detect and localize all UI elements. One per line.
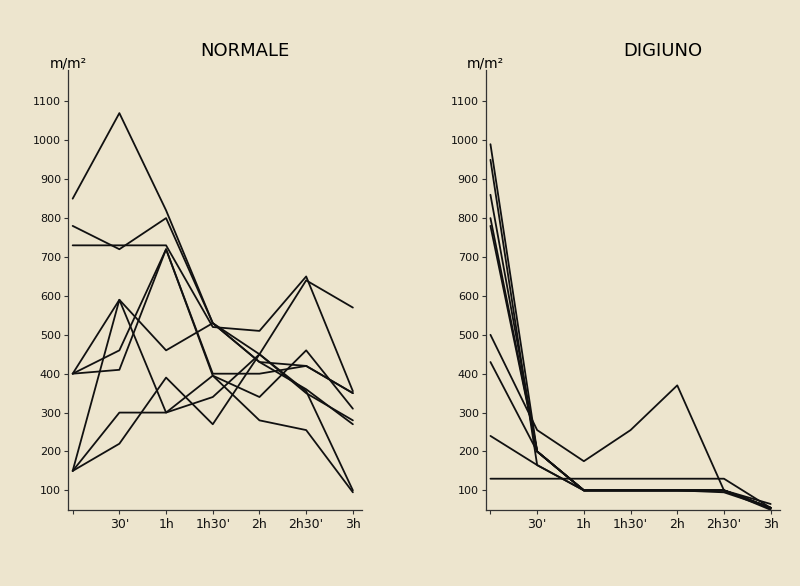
Text: m/m²: m/m² <box>467 56 504 70</box>
Title: NORMALE: NORMALE <box>200 42 289 60</box>
Title: DIGIUNO: DIGIUNO <box>622 42 702 60</box>
Text: m/m²: m/m² <box>50 56 86 70</box>
